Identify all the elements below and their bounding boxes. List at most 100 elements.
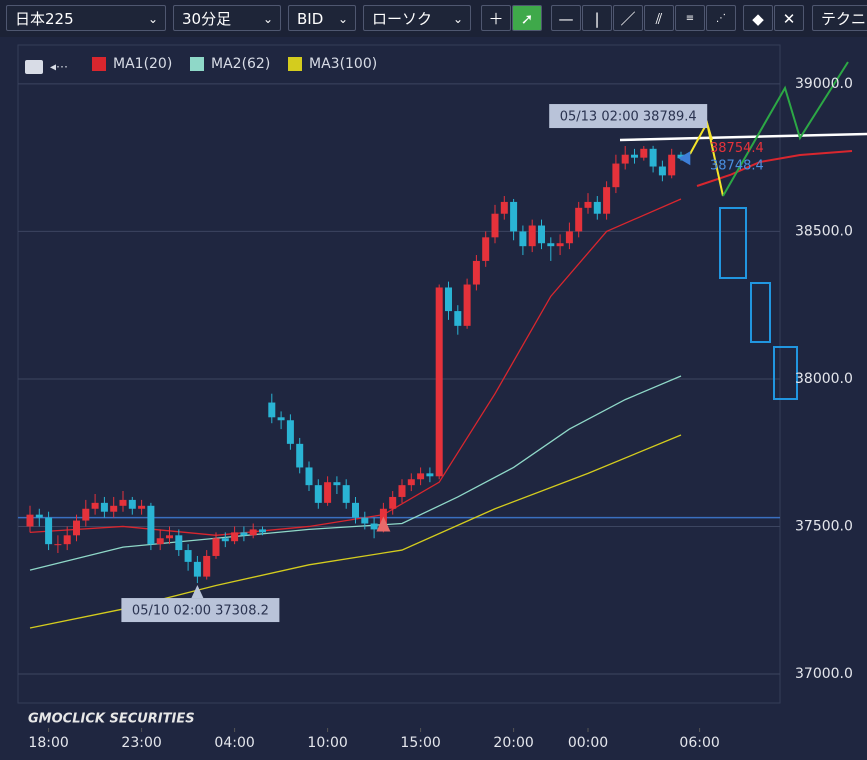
fibo-button[interactable]: ≡ <box>675 5 705 31</box>
trend-button[interactable]: ／ <box>613 5 643 31</box>
candle-body <box>370 523 378 530</box>
legend-label: MA1(20) <box>113 56 172 72</box>
candle-body <box>649 148 657 167</box>
watermark: GMOCLICK SECURITIES <box>28 712 195 727</box>
x-tick-label: 10:00 <box>307 735 347 751</box>
channel-button[interactable]: ⫽ <box>644 5 674 31</box>
ma-line <box>29 198 682 536</box>
candle-body <box>445 287 452 312</box>
crosshair-button[interactable]: ＋ <box>481 5 511 31</box>
candle-body <box>156 538 164 545</box>
candle-body <box>407 479 415 486</box>
signal-arrow <box>376 516 391 532</box>
candle-body <box>184 550 192 562</box>
candle-body <box>463 284 471 326</box>
legend-swatch <box>288 57 302 71</box>
side: BID <box>297 10 324 28</box>
price-tag: 38754.4 <box>710 141 764 156</box>
candle-body <box>491 213 499 238</box>
candle-body <box>100 502 108 512</box>
candle-body <box>593 201 601 214</box>
candle-body <box>54 544 62 546</box>
hline-button[interactable]: — <box>551 5 581 31</box>
chart: GMOCLICK SECURITIES ◂⋯ 37000.0 37500.0 380… <box>17 44 867 751</box>
x-tick-label: 20:00 <box>493 735 533 751</box>
candle-body <box>73 520 80 536</box>
candle-body <box>519 231 527 247</box>
candle-body <box>166 535 173 539</box>
vline-button[interactable]: | <box>582 5 612 31</box>
drawn-line <box>619 132 867 142</box>
erase-all-button[interactable]: ✕ <box>774 5 804 31</box>
candle-body <box>538 225 545 244</box>
y-tick-label: 38500.0 <box>795 223 853 239</box>
chart-kind: ローソク <box>372 10 433 28</box>
candle-body <box>63 535 71 545</box>
annotation-box <box>121 598 280 623</box>
candle-body <box>286 420 294 444</box>
candle-body <box>352 502 359 518</box>
candle-body <box>584 201 592 208</box>
x-tick-label: 15:00 <box>400 735 440 751</box>
annotation-box <box>549 104 708 129</box>
candle-body <box>426 473 434 477</box>
candle-body <box>193 561 201 577</box>
candle-body <box>45 517 53 545</box>
tech-button[interactable]: テクニ <box>812 5 867 31</box>
candle-body <box>119 499 127 506</box>
candle-body <box>640 148 648 158</box>
candle-body <box>472 260 480 285</box>
annotation-text: 05/13 02:00 38789.4 <box>560 110 697 125</box>
candle-body <box>454 311 462 326</box>
chart-kind-select[interactable]: ローソク ⌄ <box>363 5 471 31</box>
candle-body <box>631 154 638 158</box>
legend-label: MA3(100) <box>309 56 377 72</box>
timeframe: 30分足 <box>182 10 232 28</box>
legend-swatch <box>190 57 204 71</box>
y-tick-label: 38000.0 <box>795 371 853 387</box>
drawn-zigzag <box>722 61 849 197</box>
pointer-button[interactable]: ➚ <box>512 5 542 31</box>
candle-body <box>249 529 257 536</box>
side-select[interactable]: BID ⌄ <box>288 5 356 31</box>
comment-icon[interactable] <box>25 60 43 74</box>
x-tick-label: 06:00 <box>679 735 719 751</box>
x-tick-label: 00:00 <box>568 735 608 751</box>
candle-body <box>621 154 629 164</box>
annotation-text: 05/10 02:00 37308.2 <box>132 604 269 619</box>
symbol-select[interactable]: 日本225 ⌄ <box>6 5 166 31</box>
candle-body <box>417 473 425 480</box>
erase-button[interactable]: ◆ <box>743 5 773 31</box>
toolbar: 日本225 ⌄ 30分足 ⌄ BID ⌄ ローソク ⌄ ＋ ➚ — | ／ ⫽ ≡ ⋰ … <box>0 0 867 37</box>
candle-body <box>296 443 304 468</box>
annotation-pointer <box>191 585 204 599</box>
fan-button[interactable]: ⋰ <box>706 5 736 31</box>
candle-body <box>435 287 443 477</box>
candle-body <box>305 467 313 486</box>
candle-body <box>212 538 220 556</box>
candle-body <box>138 505 146 509</box>
candle-body <box>110 505 118 512</box>
candle-body <box>398 485 406 497</box>
current-arrow <box>678 151 691 166</box>
candle-body <box>333 482 341 486</box>
candle-body <box>677 154 685 159</box>
candle-body <box>128 499 136 509</box>
candle-body <box>658 166 666 176</box>
candle-body <box>575 207 583 232</box>
timeframe-select[interactable]: 30分足 ⌄ <box>173 5 281 31</box>
candle-body <box>268 402 276 418</box>
candle-body <box>389 496 397 509</box>
candle-body <box>91 502 99 509</box>
candle-body <box>565 231 573 244</box>
x-tick-label: 23:00 <box>121 735 161 751</box>
candle-body <box>314 485 322 503</box>
plot-border <box>17 44 781 704</box>
candle-body <box>342 485 350 503</box>
candle-body <box>612 163 620 188</box>
candle-body <box>26 514 34 527</box>
legend-toggle[interactable]: ◂⋯ <box>50 60 68 74</box>
candle-body <box>259 529 266 533</box>
candle-body <box>668 154 676 176</box>
